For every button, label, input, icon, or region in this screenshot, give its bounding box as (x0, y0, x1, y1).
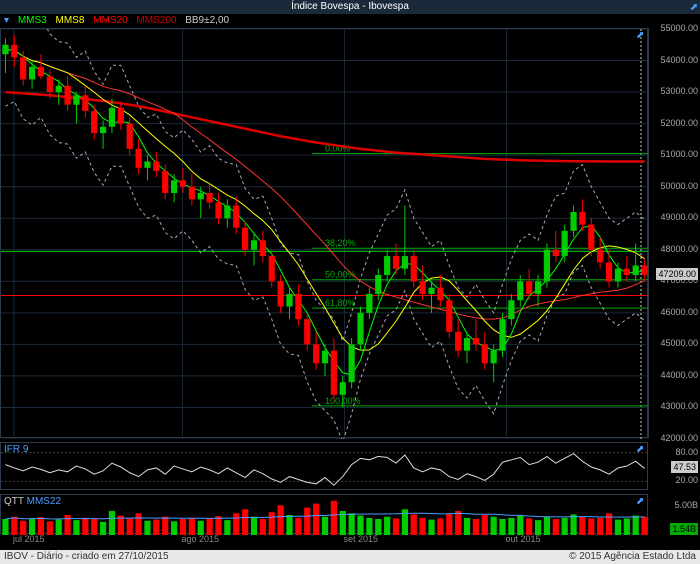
label-bb: BB9±2,00 (185, 15, 229, 26)
chart-title: Índice Bovespa - Ibovespa (291, 1, 409, 12)
qtt-panel[interactable]: QTT MMS22 ⬈ (0, 494, 648, 534)
dropdown-icon[interactable]: ▾ (4, 15, 9, 26)
price-axis: 55000.0054000.0053000.0052000.0051000.00… (648, 28, 700, 438)
time-axis: jul 2015ago 2015set 2015out 2015 (0, 534, 648, 548)
label-mms3: MMS3 (18, 15, 47, 26)
expand-icon[interactable]: ⬈ (636, 30, 646, 40)
svg-text:50,00%: 50,00% (325, 270, 356, 280)
label-mms20: MMS20 (93, 15, 127, 26)
label-mms8: MMS8 (56, 15, 85, 26)
main-chart[interactable]: 0,00%38,20%50,00%61,80%100,00% ⬈ (0, 28, 648, 438)
indicators-bar: ▾ MMS3 MMS8 MMS20 MMS200 BB9±2,00 (4, 15, 235, 26)
qtt-axis: 5.00B1.54B (648, 494, 700, 534)
svg-text:61,80%: 61,80% (325, 298, 356, 308)
expand-icon[interactable]: ⬈ (636, 496, 646, 506)
label-mms200: MMS200 (136, 15, 176, 26)
ifr-panel[interactable]: IFR 9 ⬈ (0, 442, 648, 490)
footer-left: IBOV - Diário - criado em 27/10/2015 (4, 551, 169, 562)
svg-text:38,20%: 38,20% (325, 238, 356, 248)
expand-icon[interactable]: ⬈ (636, 444, 646, 454)
ifr-axis: 80.0020.0047.53 (648, 442, 700, 490)
expand-icon[interactable]: ⬈ (689, 1, 699, 11)
chart-header: Índice Bovespa - Ibovespa ⬈ (0, 0, 700, 14)
footer: IBOV - Diário - criado em 27/10/2015 © 2… (0, 550, 700, 564)
footer-right: © 2015 Agência Estado Ltda (569, 550, 696, 564)
